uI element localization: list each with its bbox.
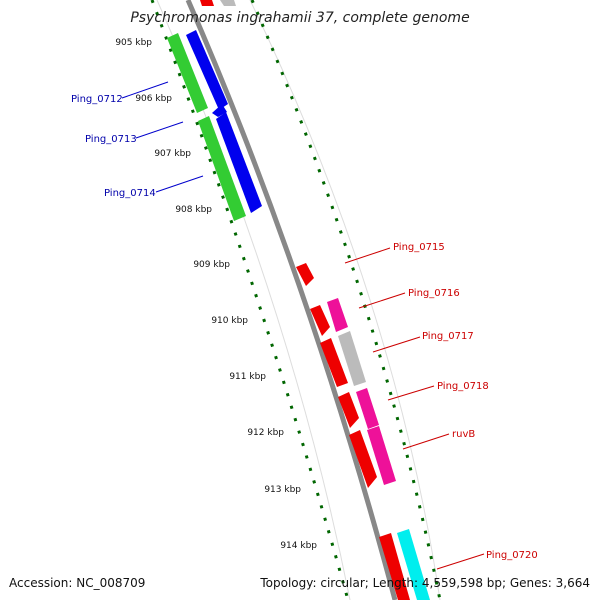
tick-label: 909 kbp	[193, 260, 230, 270]
leader-ping-0715	[344, 247, 391, 264]
leader-ping-0717	[372, 336, 421, 353]
gene-ping-0714	[198, 116, 246, 221]
map-title: Psychromonas ingrahamii 37, complete gen…	[130, 10, 469, 26]
genome-summary-text: Topology: circular; Length: 4,559,598 bp…	[259, 576, 590, 590]
lane-edge-left	[156, 0, 351, 600]
leader-ruvB	[402, 433, 450, 450]
gene-blue-1	[186, 30, 228, 110]
gene-label-ping-0714[interactable]: Ping_0714	[104, 188, 156, 199]
gene-red-0718	[338, 392, 359, 428]
gene-ping-0716	[327, 298, 348, 332]
tick-label: 912 kbp	[247, 428, 284, 438]
gene-ping-0718	[356, 388, 379, 429]
gene-label-ping-0716[interactable]: Ping_0716	[408, 288, 460, 299]
leader-ping-0720	[436, 553, 485, 570]
genome-backbone	[185, 0, 398, 600]
gene-label-ping-0713[interactable]: Ping_0713	[85, 134, 137, 145]
gene-label-ping-0720[interactable]: Ping_0720	[486, 550, 538, 561]
gene-ruvB	[367, 426, 396, 485]
ruler-track-right	[250, 0, 442, 600]
tick-label: 910 kbp	[211, 316, 248, 326]
tick-label: 913 kbp	[264, 485, 301, 495]
gene-top-red-partial	[200, 0, 214, 6]
gene-ping-0717	[338, 331, 366, 386]
gene-label-ping-0717[interactable]: Ping_0717	[422, 331, 474, 342]
gene-label-ping-0715[interactable]: Ping_0715	[393, 242, 445, 253]
gene-red-0716	[310, 305, 330, 336]
gene-top-gray-partial	[220, 0, 236, 6]
leader-ping-0718	[387, 385, 435, 401]
gene-red-0720	[379, 533, 410, 600]
gene-label-ruvB[interactable]: ruvB	[452, 429, 475, 440]
gene-blue-small	[212, 104, 227, 117]
gene-label-ping-0718[interactable]: Ping_0718	[437, 381, 489, 392]
lane-edge-right	[249, 0, 441, 600]
tick-label: 908 kbp	[175, 205, 212, 215]
leader-ping-0712	[121, 81, 169, 99]
gene-blue-2	[216, 112, 262, 213]
leader-ping-0716	[358, 292, 406, 309]
gene-red-ruvB	[349, 430, 377, 488]
gene-red-0717	[320, 338, 348, 387]
leader-ping-0713	[135, 121, 184, 139]
tick-label: 905 kbp	[115, 38, 152, 48]
gene-label-ping-0712[interactable]: Ping_0712	[71, 94, 123, 105]
tick-label: 914 kbp	[280, 541, 317, 551]
gene-ping-0720	[397, 529, 430, 600]
ruler-track-left	[150, 0, 350, 600]
gene-ping-0715	[296, 263, 314, 286]
tick-label: 906 kbp	[135, 94, 172, 104]
accession-text: Accession: NC_008709	[9, 576, 145, 590]
gene-ping-0712	[167, 33, 208, 113]
tick-label: 911 kbp	[229, 372, 266, 382]
leader-ping-0714	[155, 175, 204, 193]
tick-label: 907 kbp	[154, 149, 191, 159]
